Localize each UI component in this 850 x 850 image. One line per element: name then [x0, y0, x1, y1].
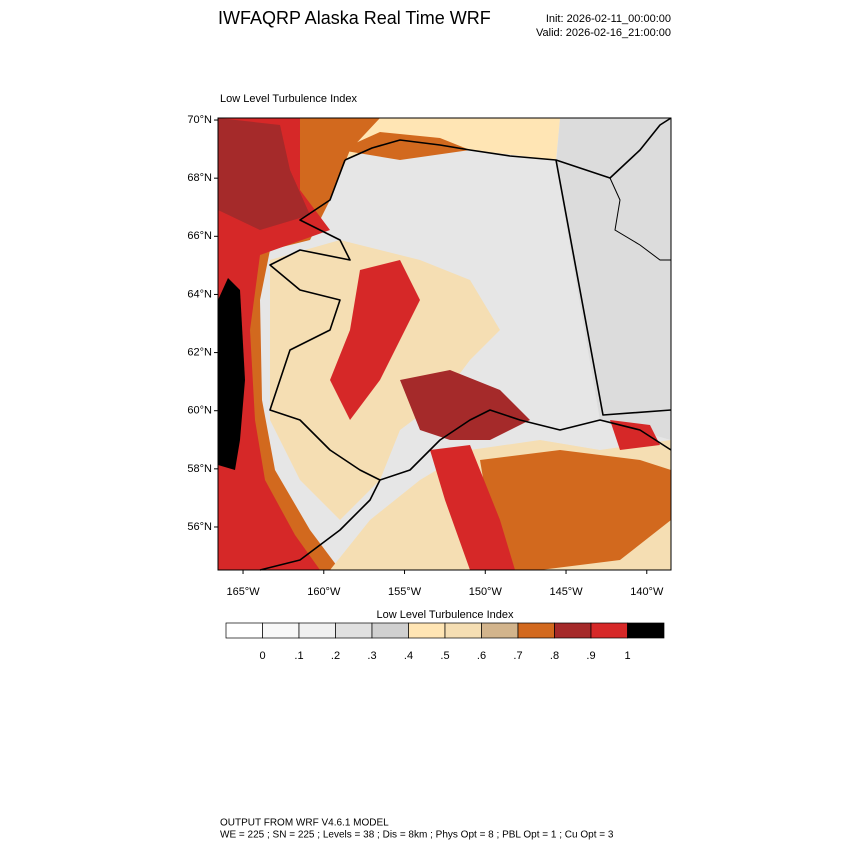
- title: IWFAQRP Alaska Real Time WRF: [218, 8, 491, 28]
- coastline: [259, 117, 672, 571]
- colorbar-box: [481, 622, 519, 639]
- lat-label: 56°N: [187, 521, 212, 533]
- chukchi-sea: [218, 118, 310, 230]
- colorbar-label: 1: [624, 650, 630, 662]
- lat-label: 58°N: [187, 463, 212, 475]
- valid-time: Valid: 2026-02-16_21:00:00: [536, 27, 671, 39]
- colorbar-label: .2: [331, 650, 340, 662]
- footer-line: WE = 225 ; SN = 225 ; Levels = 38 ; Dis …: [220, 830, 614, 841]
- map-frame: [217, 117, 672, 571]
- colorbar-label: .9: [586, 650, 595, 662]
- colorbar-box: [298, 622, 336, 639]
- colorbar-box: [262, 622, 300, 639]
- lon-label: 165°W: [226, 586, 260, 598]
- colorbar-box: [590, 622, 628, 639]
- lat-label: 70°N: [187, 114, 212, 126]
- colorbar-box: [444, 622, 482, 639]
- colorbar-box: [225, 622, 263, 639]
- lon-label: 140°W: [630, 586, 664, 598]
- lat-label: 64°N: [187, 288, 212, 300]
- west-land: [270, 240, 500, 520]
- north-slope: [300, 118, 560, 200]
- colorbar-title: Low Level Turbulence Index: [377, 609, 514, 621]
- lat-label: 68°N: [187, 172, 212, 184]
- colorbar-box: [517, 622, 555, 639]
- map-field: [217, 117, 672, 571]
- colorbar-label: .1: [294, 650, 303, 662]
- lon-label: 150°W: [469, 586, 503, 598]
- colorbar-label: .7: [513, 650, 522, 662]
- southeast-core: [610, 420, 660, 450]
- colorbar-label: 0: [259, 650, 265, 662]
- lat-label: 66°N: [187, 230, 212, 242]
- colorbar-label: .8: [550, 650, 559, 662]
- alaska-range: [400, 370, 530, 440]
- lon-label: 145°W: [549, 586, 583, 598]
- init-time: Init: 2026-02-11_00:00:00: [546, 13, 671, 25]
- colorbar-label: .5: [440, 650, 449, 662]
- footer-line: OUTPUT FROM WRF V4.6.1 MODEL: [220, 818, 389, 829]
- colorbar-label: .3: [367, 650, 376, 662]
- colorbar-box: [408, 622, 446, 639]
- territory-border: [609, 177, 671, 261]
- colorbar-box: [371, 622, 409, 639]
- turbulence-core: [330, 260, 420, 420]
- border: [555, 159, 672, 416]
- canada-field: [556, 118, 671, 440]
- sea-ice: [218, 278, 245, 470]
- north-coast-band: [340, 132, 470, 160]
- map-title: Low Level Turbulence Index: [220, 93, 357, 105]
- bering-sea: [218, 118, 330, 570]
- colorbar-box: [554, 622, 592, 639]
- colorbar: 0 .1 .2 .3 .4 .5 .6 .7 .8 .9 1: [225, 622, 665, 662]
- colorbar-box: [335, 622, 373, 639]
- lon-label: 155°W: [388, 586, 422, 598]
- colorbar-label: .6: [477, 650, 486, 662]
- map-axes: 70°N 68°N 66°N 64°N 62°N 60°N 58°N 56°N 165°W 160…: [187, 114, 664, 598]
- lat-label: 62°N: [187, 346, 212, 358]
- lon-label: 160°W: [307, 586, 341, 598]
- colorbar-box: [627, 622, 665, 639]
- gulf-jet: [430, 445, 515, 570]
- colorbar-label: .4: [404, 650, 413, 662]
- gulf-band: [480, 450, 671, 570]
- lat-label: 60°N: [187, 405, 212, 417]
